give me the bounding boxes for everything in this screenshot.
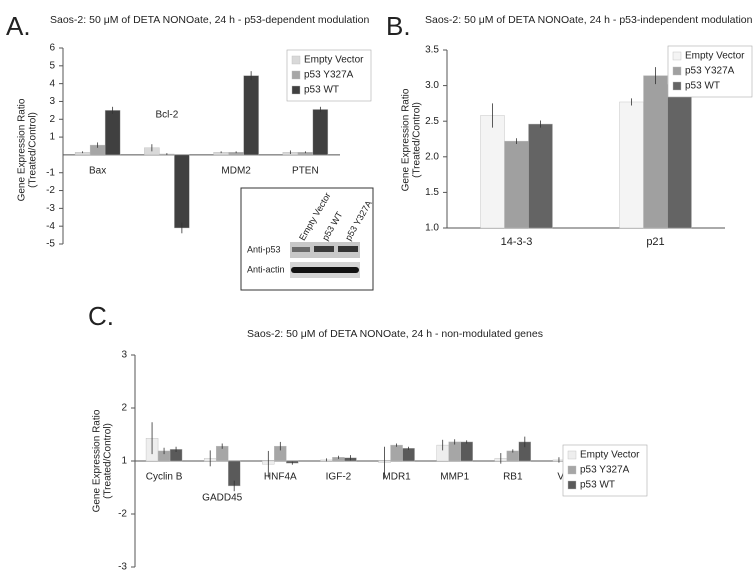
legend-swatch: [567, 480, 577, 490]
x-tick-label: HNF4A: [264, 472, 297, 483]
blot-band: [292, 247, 310, 252]
bar: [390, 444, 403, 462]
legend-swatch: [567, 450, 577, 460]
x-tick-label: MDM2: [221, 166, 251, 177]
blot-row-label: Anti-actin: [247, 264, 285, 274]
y-tick-label: 1: [49, 132, 55, 143]
bar: [174, 154, 190, 229]
y-tick-label: 1.0: [425, 223, 439, 234]
blot-band: [338, 246, 358, 252]
y-axis-label: (Treated/Control): [28, 112, 39, 188]
y-tick-label: 2: [49, 114, 55, 125]
bar: [448, 441, 461, 462]
bar: [460, 441, 473, 462]
bar: [480, 115, 505, 229]
legend-label: Empty Vector: [580, 450, 640, 461]
y-tick-label: 4: [49, 78, 55, 89]
legend-swatch: [672, 51, 682, 61]
bar: [643, 75, 668, 229]
chart-title: Saos-2: 50 μM of DETA NONOate, 24 h - no…: [247, 328, 543, 340]
y-tick-label: 2: [121, 403, 127, 414]
y-tick-label: 3.0: [425, 80, 439, 91]
x-tick-label: Bax: [89, 166, 106, 177]
legend-box: [562, 444, 648, 497]
x-tick-label: p21: [646, 236, 664, 248]
blot-band: [314, 246, 334, 252]
y-tick-label: 3: [49, 96, 55, 107]
bar: [104, 110, 121, 156]
x-tick-label: MMP1: [440, 472, 469, 483]
x-tick-label: PTEN: [292, 166, 319, 177]
legend-swatch: [567, 465, 577, 475]
y-axis-label: Gene Expression Ratio: [17, 98, 28, 201]
legend-label: p53 Y327A: [304, 70, 354, 81]
blot-row-label: Anti-p53: [247, 244, 281, 254]
y-tick-label: 5: [49, 60, 55, 71]
bar: [312, 109, 329, 156]
legend-label: Empty Vector: [685, 51, 745, 62]
x-tick-label: 14-3-3: [501, 236, 533, 248]
legend-label: p53 Y327A: [685, 66, 735, 77]
x-tick-label: MDR1: [382, 472, 411, 483]
y-axis-label: (Treated/Control): [103, 423, 114, 499]
x-tick-label: IGF-2: [326, 472, 352, 483]
legend-label: p53 Y327A: [580, 465, 630, 476]
y-tick-label: 3: [121, 350, 127, 361]
blot-inset: [240, 187, 374, 291]
bar: [504, 140, 529, 229]
legend-swatch: [291, 85, 301, 95]
panel-label: A.: [6, 11, 31, 41]
y-tick-label: 1: [121, 456, 127, 467]
legend-label: p53 WT: [304, 85, 339, 96]
y-axis-label: Gene Expression Ratio: [401, 88, 412, 191]
y-tick-label: -3: [46, 203, 55, 214]
x-tick-label: GADD45: [202, 493, 242, 504]
blot-band: [291, 267, 359, 273]
bar: [402, 448, 415, 462]
legend-label: p53 WT: [685, 81, 720, 92]
x-tick-label: RB1: [503, 472, 523, 483]
y-tick-label: -2: [46, 185, 55, 196]
bar: [619, 101, 644, 229]
y-tick-label: 1.5: [425, 187, 439, 198]
legend-swatch: [672, 66, 682, 76]
y-tick-label: 2.0: [425, 151, 439, 162]
x-tick-label: Cyclin B: [146, 472, 183, 483]
chart-title: Saos-2: 50 μM of DETA NONOate, 24 h - p5…: [425, 14, 753, 26]
x-tick-label: Bcl-2: [155, 110, 178, 121]
legend-swatch: [291, 70, 301, 80]
y-tick-label: -2: [118, 509, 127, 520]
y-tick-label: -4: [46, 221, 55, 232]
y-tick-label: -1: [46, 167, 55, 178]
y-axis-label: (Treated/Control): [412, 102, 423, 178]
legend-box: [286, 49, 372, 102]
legend-swatch: [672, 81, 682, 91]
bar: [528, 123, 553, 229]
legend-swatch: [291, 55, 301, 65]
panel-label: B.: [386, 11, 411, 41]
legend-box: [667, 45, 753, 98]
y-tick-label: 2.5: [425, 116, 439, 127]
panel-label: C.: [88, 301, 114, 331]
bar: [243, 75, 259, 156]
legend-label: Empty Vector: [304, 55, 364, 66]
y-tick-label: -5: [46, 239, 55, 250]
legend-label: p53 WT: [580, 480, 615, 491]
y-axis-label: Gene Expression Ratio: [92, 409, 103, 512]
y-tick-label: 3.5: [425, 45, 439, 56]
y-tick-label: -3: [118, 562, 127, 573]
y-tick-label: 6: [49, 43, 55, 54]
bar: [667, 83, 692, 229]
chart-title: Saos-2: 50 μM of DETA NONOate, 24 h - p5…: [50, 14, 369, 26]
